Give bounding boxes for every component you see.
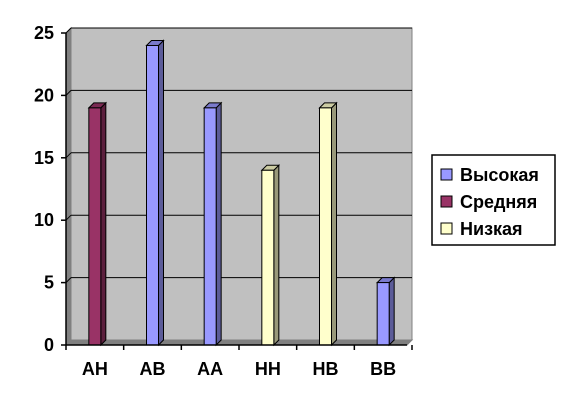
y-axis-ticks: 0 5 10 15 20 25 [34,23,66,355]
gridline-diag [65,27,72,34]
legend-item: Высокая [440,165,539,185]
x-tick-label: НН [255,359,281,379]
legend-label: Средняя [460,192,537,212]
legend-item: Средняя [440,192,537,212]
y-tick-label: 25 [34,23,54,43]
gridline-diag [65,214,72,221]
y-tick-label: 20 [34,85,54,105]
x-tick-label: АВ [140,359,166,379]
y-tick-label: 10 [34,210,54,230]
back-wall [70,27,413,341]
x-tick-label: НВ [313,359,339,379]
x-tick-label: АА [197,359,223,379]
bars [87,39,396,347]
axes [65,33,407,346]
x-tick-label: ВВ [370,359,396,379]
legend-item: Низкая [440,219,523,239]
bar-АВ-Высокая [145,39,165,347]
legend-swatch [440,168,453,181]
legend-swatch [440,195,453,208]
y-tick-label: 5 [44,273,54,293]
x-tick-label: АН [82,359,108,379]
gridline-diag [65,277,72,283]
bar-НВ-Низкая [318,101,338,347]
bar-АА-Высокая [202,101,223,347]
y-tick-label: 0 [44,335,54,355]
legend-label: Высокая [460,165,539,185]
x-axis-ticks: АН АВ АА НН НВ ВВ [65,345,413,379]
bar-НН-Низкая [260,164,281,347]
gridline-diag [65,152,72,159]
gridline-diag [65,90,72,96]
legend-swatch [440,222,453,235]
legend: Высокая Средняя Низкая [431,154,556,246]
plot-area [64,26,414,347]
legend-label: Низкая [460,219,523,239]
gridlines [65,27,412,283]
bar-ВВ-Высокая [375,276,396,347]
bar-АН-Средняя [87,101,108,347]
y-tick-label: 15 [34,148,54,168]
